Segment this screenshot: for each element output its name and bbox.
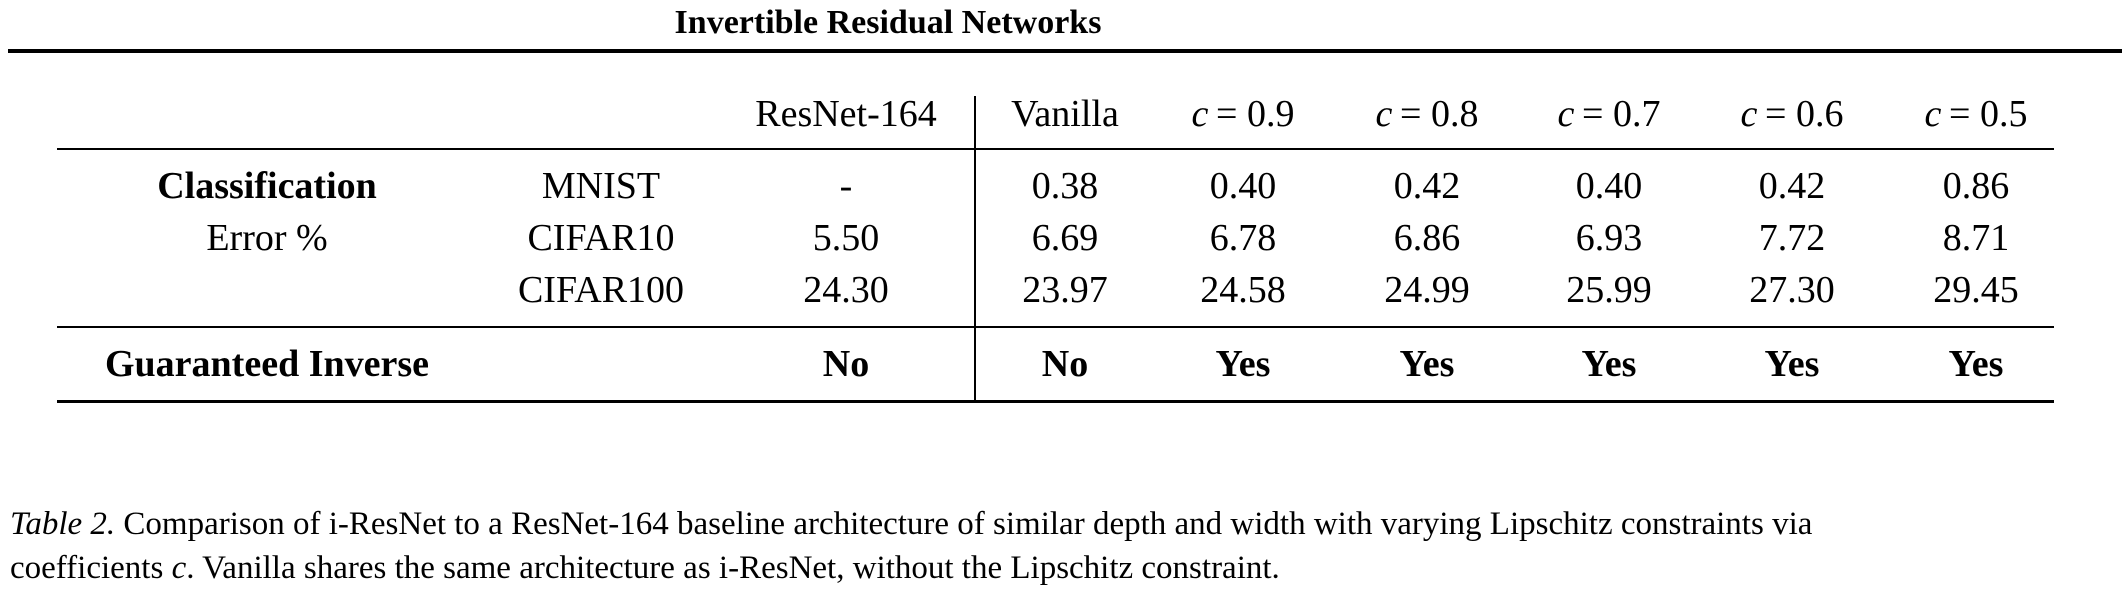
caption-var-c: c (171, 550, 187, 586)
table-cell: 0.38 (1031, 165, 1099, 207)
table-cell: 6.93 (1575, 217, 1643, 259)
table-cell: 29.45 (1933, 269, 2019, 311)
group-label-classification: Classification (157, 165, 377, 207)
guarantee-cell: Yes (1399, 343, 1455, 385)
col-header-c-value: = 0.5 (1941, 93, 2028, 135)
col-header-c-var: c (1191, 93, 1209, 135)
caption-line-1: Table 2. Comparison of i-ResNet to a Res… (10, 502, 2120, 546)
dataset-label: CIFAR100 (517, 269, 685, 311)
table-cell: 23.97 (1022, 269, 1108, 311)
col-header-c-value: = 0.9 (1208, 93, 1295, 135)
guarantee-cell: Yes (1764, 343, 1820, 385)
col-header-vanilla: Vanilla (1011, 93, 1119, 135)
header-rule (57, 148, 2054, 150)
guarantee-cell: Yes (1948, 343, 2004, 385)
table-cell: 0.86 (1942, 165, 2010, 207)
guarantee-rule (57, 326, 2054, 328)
table-cell: 6.78 (1209, 217, 1277, 259)
caption-line-2: coefficients c. Vanilla shares the same … (10, 546, 2120, 590)
col-header-c-value: = 0.6 (1757, 93, 1844, 135)
table-cell: 24.99 (1384, 269, 1470, 311)
guarantee-cell: Yes (1215, 343, 1271, 385)
col-header-c-2: c = 0.7 (1558, 92, 1661, 136)
table-cell: 24.30 (803, 269, 889, 311)
table-title: Invertible Residual Networks (674, 4, 1102, 41)
col-header-c-1: c = 0.8 (1376, 92, 1479, 136)
dataset-label: MNIST (541, 165, 661, 207)
col-header-c-value: = 0.8 (1392, 93, 1479, 135)
caption-label: Table 2. (10, 506, 116, 542)
table-cell: 0.42 (1758, 165, 1826, 207)
caption-line2-post: . Vanilla shares the same architecture a… (186, 550, 1280, 586)
table-cell: 25.99 (1566, 269, 1652, 311)
table-cell: 0.42 (1393, 165, 1461, 207)
col-header-resnet: ResNet-164 (755, 93, 937, 135)
col-header-c-0: c = 0.9 (1192, 92, 1295, 136)
bottom-rule (57, 400, 2054, 403)
col-header-c-3: c = 0.6 (1741, 92, 1844, 136)
col-header-c-value: = 0.7 (1574, 93, 1661, 135)
table-cell: 6.69 (1031, 217, 1099, 259)
caption-line1-text: Comparison of i-ResNet to a ResNet-164 b… (115, 506, 1813, 542)
table-cell: 5.50 (812, 217, 880, 259)
table-cell: 8.71 (1942, 217, 2010, 259)
column-separator (974, 96, 976, 403)
table-cell: - (839, 165, 853, 207)
caption-line2-pre: coefficients (10, 550, 172, 586)
table-cell: 24.58 (1200, 269, 1286, 311)
table-cell: 0.40 (1209, 165, 1277, 207)
col-header-c-var: c (1375, 93, 1393, 135)
table-cell: 0.40 (1575, 165, 1643, 207)
guarantee-cell: No (822, 343, 870, 385)
table-cell: 7.72 (1758, 217, 1826, 259)
table-cell: 27.30 (1749, 269, 1835, 311)
group-label-error: Error % (206, 217, 328, 259)
col-header-c-4: c = 0.5 (1925, 92, 2028, 136)
guarantee-cell: No (1041, 343, 1089, 385)
guarantee-cell: Yes (1581, 343, 1637, 385)
dataset-label: CIFAR10 (527, 217, 675, 259)
table-caption: Table 2. Comparison of i-ResNet to a Res… (10, 502, 2120, 590)
col-header-c-var: c (1740, 93, 1758, 135)
col-header-c-var: c (1557, 93, 1575, 135)
guarantee-label: Guaranteed Inverse (104, 343, 430, 385)
top-rule (8, 49, 2122, 53)
table-cell: 6.86 (1393, 217, 1461, 259)
col-header-c-var: c (1924, 93, 1942, 135)
